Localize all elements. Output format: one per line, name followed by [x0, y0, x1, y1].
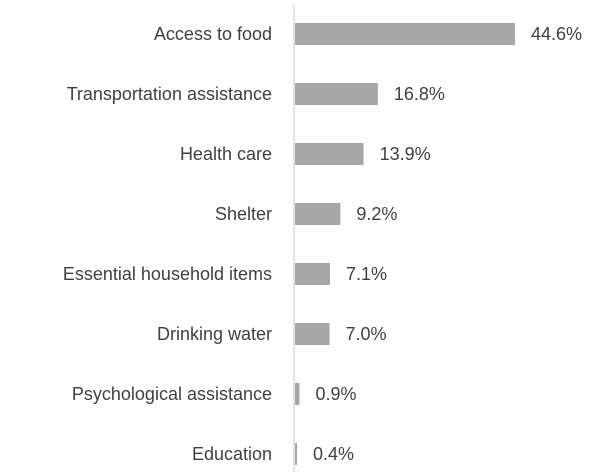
value-label: 7.1%: [346, 264, 387, 284]
category-label: Access to food: [154, 24, 272, 44]
bars-group: [295, 23, 515, 465]
bar: [295, 23, 515, 45]
value-label: 9.2%: [356, 204, 397, 224]
bar: [295, 263, 331, 285]
bar: [295, 443, 297, 465]
category-label: Psychological assistance: [72, 384, 272, 404]
category-label: Health care: [180, 144, 272, 164]
category-labels-group: Access to food Transportation assistance H…: [63, 24, 272, 464]
value-label: 7.0%: [346, 324, 387, 344]
value-labels-group: 44.6% 16.8% 13.9% 9.2% 7.1% 7.0% 0.9% 0.4%: [313, 24, 582, 464]
bar: [295, 383, 300, 405]
value-label: 16.8%: [394, 84, 445, 104]
category-label: Drinking water: [157, 324, 272, 344]
value-label: 44.6%: [531, 24, 582, 44]
category-label: Essential household items: [63, 264, 272, 284]
value-label: 0.4%: [313, 444, 354, 464]
category-label: Transportation assistance: [67, 84, 272, 104]
value-label: 0.9%: [315, 384, 356, 404]
bar: [295, 203, 341, 225]
category-label: Shelter: [215, 204, 272, 224]
bar: [295, 83, 378, 105]
category-label: Education: [192, 444, 272, 464]
bar: [295, 143, 364, 165]
value-label: 13.9%: [380, 144, 431, 164]
bar: [295, 323, 330, 345]
